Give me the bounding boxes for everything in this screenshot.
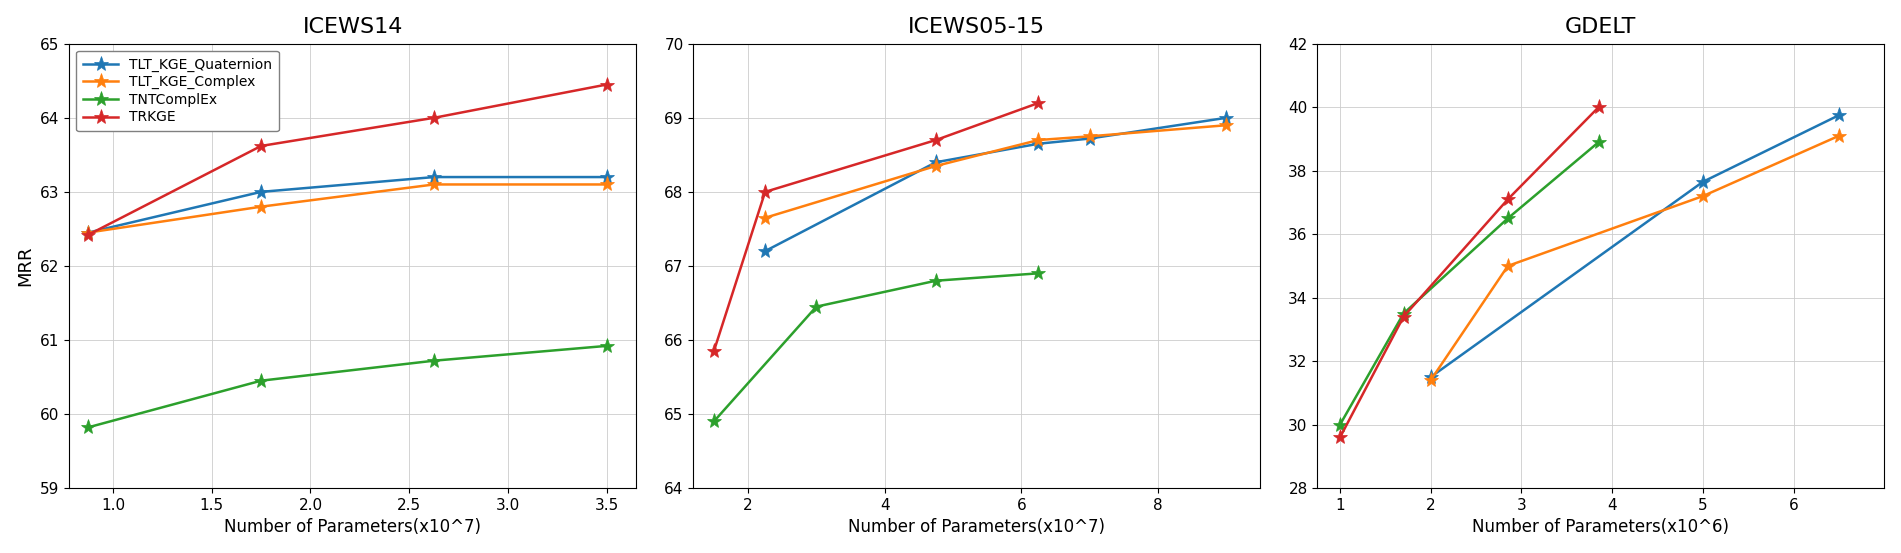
TNTComplEx bbox=[924, 278, 947, 284]
TLT_KGE_Complex bbox=[1496, 263, 1519, 269]
TLT_KGE_Complex bbox=[422, 181, 445, 188]
TRKGE bbox=[1496, 196, 1519, 202]
Line: TNTComplEx: TNTComplEx bbox=[80, 338, 614, 435]
TLT_KGE_Quaternion bbox=[1827, 112, 1850, 118]
TNTComplEx bbox=[1329, 421, 1352, 428]
TLT_KGE_Complex bbox=[249, 204, 272, 210]
Line: TLT_KGE_Complex: TLT_KGE_Complex bbox=[757, 118, 1234, 226]
TLT_KGE_Quaternion bbox=[924, 159, 947, 165]
TLT_KGE_Complex bbox=[753, 215, 776, 221]
Title: ICEWS05-15: ICEWS05-15 bbox=[909, 17, 1046, 36]
TRKGE bbox=[595, 81, 618, 88]
TRKGE bbox=[1392, 314, 1414, 320]
Line: TRKGE: TRKGE bbox=[707, 95, 1046, 359]
TLT_KGE_Quaternion bbox=[249, 189, 272, 195]
Title: ICEWS14: ICEWS14 bbox=[302, 17, 403, 36]
TNTComplEx bbox=[249, 377, 272, 384]
Line: TRKGE: TRKGE bbox=[1333, 100, 1606, 445]
Y-axis label: MRR: MRR bbox=[17, 246, 34, 286]
TNTComplEx bbox=[1392, 310, 1414, 317]
TNTComplEx bbox=[76, 424, 99, 431]
Line: TLT_KGE_Complex: TLT_KGE_Complex bbox=[1424, 128, 1846, 388]
TLT_KGE_Complex bbox=[1078, 133, 1101, 140]
X-axis label: Number of Parameters(x10^7): Number of Parameters(x10^7) bbox=[224, 518, 481, 536]
TLT_KGE_Quaternion bbox=[753, 248, 776, 254]
TRKGE bbox=[249, 143, 272, 149]
TLT_KGE_Quaternion bbox=[1215, 114, 1238, 121]
TLT_KGE_Quaternion bbox=[422, 174, 445, 180]
TNTComplEx bbox=[1027, 270, 1049, 276]
TRKGE bbox=[422, 114, 445, 121]
TLT_KGE_Complex bbox=[1215, 122, 1238, 128]
TNTComplEx bbox=[703, 418, 726, 425]
TNTComplEx bbox=[1496, 215, 1519, 222]
Line: TLT_KGE_Quaternion: TLT_KGE_Quaternion bbox=[80, 169, 614, 240]
TRKGE bbox=[1587, 104, 1610, 111]
TLT_KGE_Quaternion bbox=[76, 229, 99, 236]
Line: TNTComplEx: TNTComplEx bbox=[707, 265, 1046, 429]
Line: TNTComplEx: TNTComplEx bbox=[1333, 134, 1606, 432]
Line: TLT_KGE_Complex: TLT_KGE_Complex bbox=[80, 177, 614, 240]
TNTComplEx bbox=[1587, 139, 1610, 145]
Legend: TLT_KGE_Quaternion, TLT_KGE_Complex, TNTComplEx, TRKGE: TLT_KGE_Quaternion, TLT_KGE_Complex, TNT… bbox=[76, 51, 279, 131]
TLT_KGE_Complex bbox=[595, 181, 618, 188]
TNTComplEx bbox=[804, 304, 827, 310]
TLT_KGE_Quaternion bbox=[1078, 135, 1101, 142]
Line: TLT_KGE_Quaternion: TLT_KGE_Quaternion bbox=[757, 110, 1234, 259]
TLT_KGE_Complex bbox=[1692, 193, 1715, 200]
TLT_KGE_Quaternion bbox=[1420, 374, 1443, 380]
TRKGE bbox=[1027, 100, 1049, 106]
Line: TLT_KGE_Quaternion: TLT_KGE_Quaternion bbox=[1424, 107, 1846, 385]
TLT_KGE_Quaternion bbox=[1027, 140, 1049, 147]
TRKGE bbox=[753, 189, 776, 195]
TRKGE bbox=[924, 137, 947, 143]
TLT_KGE_Complex bbox=[1827, 133, 1850, 139]
X-axis label: Number of Parameters(x10^7): Number of Parameters(x10^7) bbox=[848, 518, 1104, 536]
TLT_KGE_Complex bbox=[1420, 377, 1443, 383]
TRKGE bbox=[76, 232, 99, 238]
TRKGE bbox=[1329, 434, 1352, 441]
TLT_KGE_Complex bbox=[76, 229, 99, 236]
TRKGE bbox=[703, 348, 726, 354]
TLT_KGE_Quaternion bbox=[1692, 179, 1715, 185]
TLT_KGE_Complex bbox=[924, 163, 947, 169]
TNTComplEx bbox=[422, 357, 445, 364]
Title: GDELT: GDELT bbox=[1565, 17, 1637, 36]
TNTComplEx bbox=[595, 342, 618, 349]
TLT_KGE_Complex bbox=[1027, 137, 1049, 143]
X-axis label: Number of Parameters(x10^6): Number of Parameters(x10^6) bbox=[1473, 518, 1730, 536]
Line: TRKGE: TRKGE bbox=[80, 77, 614, 242]
TLT_KGE_Quaternion bbox=[595, 174, 618, 180]
